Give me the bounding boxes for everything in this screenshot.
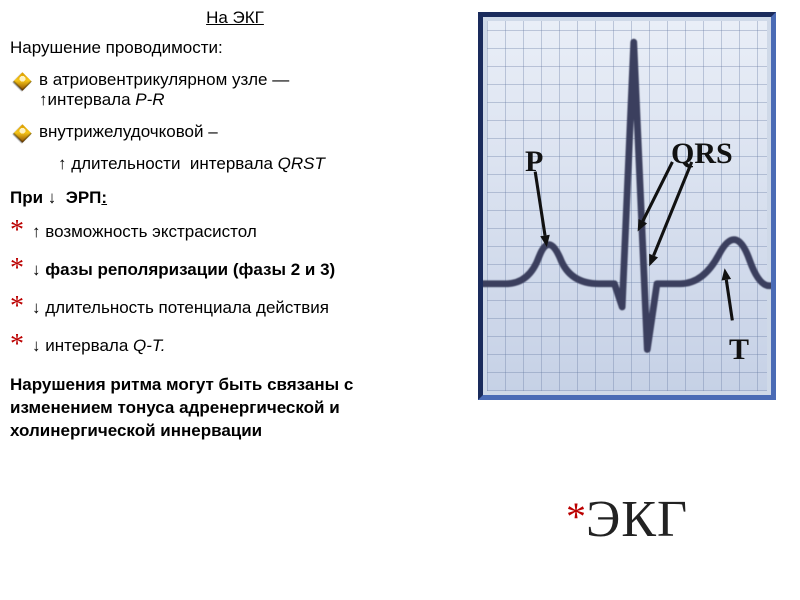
title: На ЭКГ [10,8,460,28]
section2: При ↓ ЭРП: [10,188,460,208]
star-icon: * [10,298,24,316]
list-item-text: ↓ фазы реполяризации (фазы 2 и 3) [32,260,335,280]
list-item: в атриовентрикулярном узле — ↑интервала … [12,70,460,110]
left-column: На ЭКГ Нарушение проводимости: в атриове… [10,8,460,443]
list-item-text: внутрижелудочковой – [39,122,218,142]
diamond-list: в атриовентрикулярном узле — ↑интервала … [12,70,460,174]
label-p: P [525,145,543,179]
list-item: * ↑ возможность экстрасистол [10,222,460,242]
list-item-text: ↓ длительность потенциала действия [32,298,329,318]
list-item: * ↓ интервала Q-T. [10,336,460,356]
diamond-icon [13,72,31,90]
diamond-icon [13,124,31,142]
indent-line: ↑ длительности интервала QRST [58,154,460,174]
list-item: * ↓ длительность потенциала действия [10,298,460,318]
list-item-text: ↑ возможность экстрасистол [32,222,257,242]
list-item: внутрижелудочковой – [12,122,460,142]
ecg-frame: P QRS T [478,12,776,400]
ecg-waveform [483,17,771,392]
subtitle: Нарушение проводимости: [10,38,460,58]
star-icon: * [566,494,586,539]
list-item: * ↓ фазы реполяризации (фазы 2 и 3) [10,260,460,280]
star-icon: * [10,260,24,278]
star-icon: * [10,222,24,240]
list-item-text: ↓ интервала Q-T. [32,336,165,356]
bottom-text: ЭКГ [586,491,688,548]
label-qrs: QRS [671,137,733,171]
star-list: * ↑ возможность экстрасистол * ↓ фазы ре… [10,222,460,356]
ecg-arrows [535,162,732,320]
label-t: T [729,333,749,367]
list-item-text: в атриовентрикулярном узле — ↑интервала … [39,70,289,110]
closing-text: Нарушения ритма могут быть связаны с изм… [10,374,460,443]
star-icon: * [10,336,24,354]
bottom-title: *ЭКГ [478,490,776,549]
ecg-path [483,42,771,349]
right-column: P QRS T [478,12,776,400]
